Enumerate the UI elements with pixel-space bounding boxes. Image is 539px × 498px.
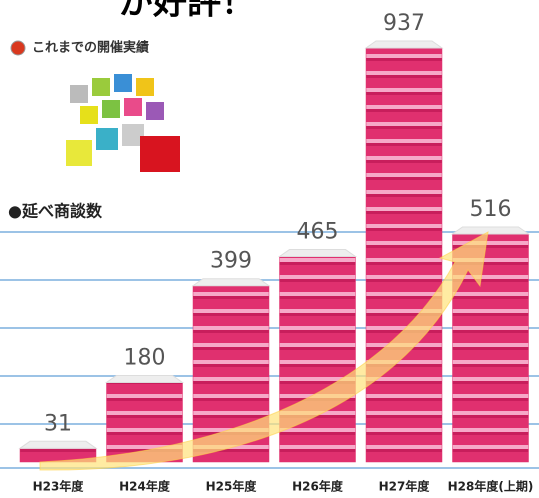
value-label: 399 [210,249,252,274]
x-tick-label: H25年度 [206,479,258,494]
bar-top [366,41,442,48]
x-tick-label: H24年度 [119,479,171,494]
value-label: 180 [124,345,166,370]
cube-illustration [66,74,180,172]
x-tick-label: H28年度(上期) [448,479,534,494]
x-tick-label: H23年度 [33,479,85,494]
chart-title: ●延べ商談数 [8,202,103,221]
bar-top [20,441,96,448]
value-label: 937 [383,11,425,36]
bar-top [193,279,269,286]
bar-top [453,227,529,234]
x-tick-label: H26年度 [292,479,344,494]
page-title: が好評！ [119,0,255,23]
bar-top [107,375,183,382]
value-label: 516 [470,197,512,222]
legend-label: これまでの開催実績 [32,40,149,56]
bar [280,257,356,462]
value-label: 465 [297,220,339,245]
page: が好評！ これまでの開催実績 ●延べ商談数 31 H23年度 180 H24年度 399… [0,0,539,498]
x-tick-label: H27年度 [379,479,431,494]
bar [366,48,442,462]
value-label: 31 [44,411,72,436]
bar-top [280,250,356,257]
legend-dot [11,41,25,55]
